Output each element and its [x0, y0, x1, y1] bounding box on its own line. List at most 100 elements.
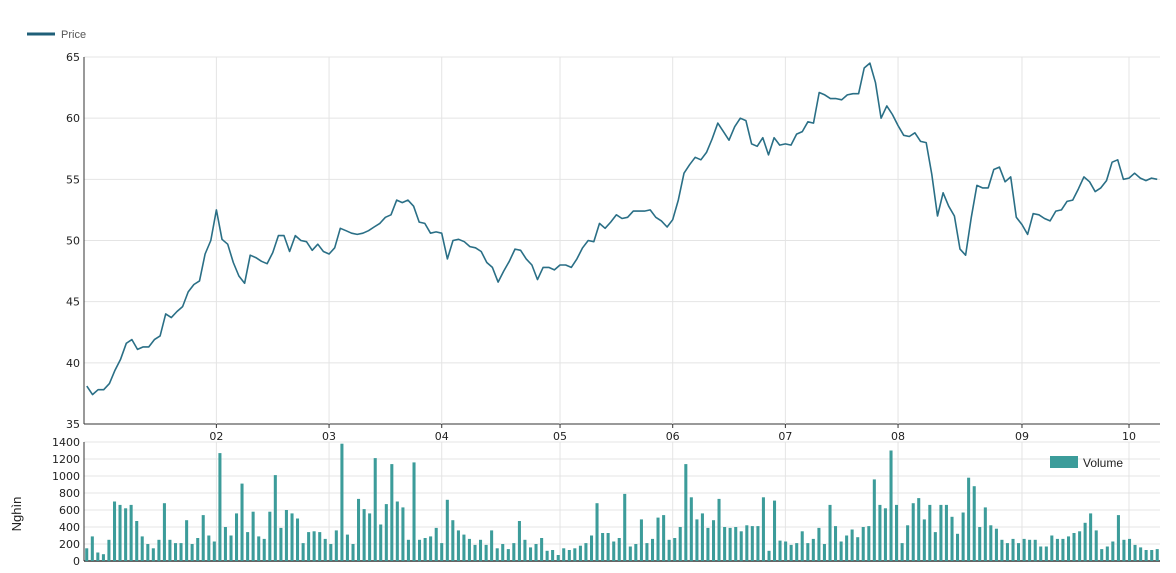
volume-bar[interactable] — [135, 521, 139, 561]
volume-bar[interactable] — [1150, 550, 1154, 561]
volume-bar[interactable] — [451, 520, 455, 561]
volume-bar[interactable] — [517, 521, 521, 561]
volume-bar[interactable] — [157, 539, 161, 562]
volume-bar[interactable] — [1044, 546, 1048, 562]
volume-bar[interactable] — [307, 532, 311, 561]
volume-bar[interactable] — [1011, 538, 1015, 561]
volume-bar[interactable] — [1133, 544, 1137, 561]
volume-bar[interactable] — [85, 548, 89, 562]
volume-bar[interactable] — [229, 535, 233, 562]
volume-bar[interactable] — [440, 543, 444, 561]
volume-bar[interactable] — [1022, 538, 1026, 561]
volume-bar[interactable] — [1078, 531, 1082, 562]
volume-bar[interactable] — [462, 534, 466, 561]
volume-bar[interactable] — [196, 538, 200, 561]
volume-bar[interactable] — [1105, 546, 1109, 562]
volume-bar[interactable] — [362, 509, 366, 561]
volume-bar[interactable] — [906, 525, 910, 561]
volume-bar[interactable] — [429, 536, 433, 561]
volume-bar[interactable] — [534, 544, 538, 561]
volume-bar[interactable] — [1028, 539, 1032, 562]
volume-bar[interactable] — [883, 508, 887, 561]
volume-bar[interactable] — [817, 527, 821, 561]
volume-bar[interactable] — [506, 549, 510, 561]
volume-bar[interactable] — [1055, 538, 1059, 561]
volume-bar[interactable] — [667, 539, 671, 562]
volume-bar[interactable] — [634, 544, 638, 561]
volume-bar[interactable] — [773, 500, 777, 561]
volume-bar[interactable] — [639, 519, 643, 561]
volume-bar[interactable] — [617, 538, 621, 561]
volume-bar[interactable] — [118, 504, 122, 561]
volume-bar[interactable] — [662, 515, 666, 561]
volume-bar[interactable] — [207, 535, 211, 562]
volume-bar[interactable] — [928, 504, 932, 561]
volume-bar[interactable] — [296, 518, 300, 562]
volume-bar[interactable] — [445, 499, 449, 561]
volume-bar[interactable] — [606, 533, 610, 561]
volume-bar[interactable] — [357, 498, 361, 561]
volume-bar[interactable] — [590, 535, 594, 562]
volume-bar[interactable] — [695, 519, 699, 561]
volume-bar[interactable] — [656, 517, 660, 561]
volume-bar[interactable] — [1061, 538, 1065, 561]
volume-bar[interactable] — [767, 550, 771, 561]
volume-bar[interactable] — [201, 515, 205, 561]
volume-bar[interactable] — [312, 531, 316, 562]
volume-bar[interactable] — [917, 498, 921, 561]
volume-bar[interactable] — [318, 532, 322, 561]
volume-bar[interactable] — [939, 504, 943, 561]
volume-bar[interactable] — [856, 537, 860, 561]
volume-bar[interactable] — [418, 539, 422, 562]
volume-bar[interactable] — [1017, 543, 1021, 561]
volume-bar[interactable] — [262, 538, 266, 561]
volume-bar[interactable] — [739, 531, 743, 562]
volume-bar[interactable] — [395, 501, 399, 562]
volume-bar[interactable] — [1083, 522, 1087, 562]
volume-bar[interactable] — [290, 513, 294, 561]
volume-bar[interactable] — [678, 527, 682, 561]
volume-bar[interactable] — [334, 530, 338, 561]
volume-bar[interactable] — [179, 543, 183, 561]
volume-bar[interactable] — [190, 544, 194, 561]
volume-bar[interactable] — [728, 527, 732, 561]
volume-bar[interactable] — [706, 527, 710, 561]
volume-bar[interactable] — [284, 510, 288, 561]
volume-bar[interactable] — [223, 527, 227, 561]
volume-bar[interactable] — [1050, 535, 1054, 562]
volume-bar[interactable] — [601, 533, 605, 561]
volume-bar[interactable] — [279, 527, 283, 561]
volume-bar[interactable] — [878, 504, 882, 561]
volume-bar[interactable] — [484, 544, 488, 561]
volume-bar[interactable] — [712, 520, 716, 561]
volume-bar[interactable] — [623, 493, 627, 561]
volume-bar[interactable] — [811, 538, 815, 561]
volume-bar[interactable] — [162, 503, 166, 561]
volume-bar[interactable] — [268, 511, 272, 561]
volume-bar[interactable] — [956, 533, 960, 561]
volume-bar[interactable] — [251, 511, 255, 561]
volume-bar[interactable] — [257, 536, 261, 561]
volume-bar[interactable] — [406, 539, 410, 562]
volume-bar[interactable] — [734, 527, 738, 561]
volume-bar[interactable] — [323, 538, 327, 561]
volume-bar[interactable] — [717, 498, 721, 561]
price-legend[interactable]: Price — [27, 29, 86, 41]
volume-bar[interactable] — [390, 464, 394, 561]
volume-bar[interactable] — [1122, 539, 1126, 562]
volume-bar[interactable] — [573, 548, 577, 562]
volume-legend[interactable]: Volume — [1050, 456, 1123, 470]
volume-bar[interactable] — [944, 504, 948, 561]
volume-bar[interactable] — [246, 532, 250, 561]
volume-bar[interactable] — [723, 527, 727, 561]
volume-bar[interactable] — [700, 513, 704, 561]
volume-bar[interactable] — [1094, 530, 1098, 561]
volume-bar[interactable] — [895, 504, 899, 561]
volume-bar[interactable] — [967, 477, 971, 561]
volume-bar[interactable] — [384, 504, 388, 561]
volume-bar[interactable] — [501, 544, 505, 561]
volume-bar[interactable] — [839, 541, 843, 562]
volume-bar[interactable] — [479, 539, 483, 562]
volume-bar[interactable] — [651, 538, 655, 561]
volume-bar[interactable] — [1033, 539, 1037, 562]
